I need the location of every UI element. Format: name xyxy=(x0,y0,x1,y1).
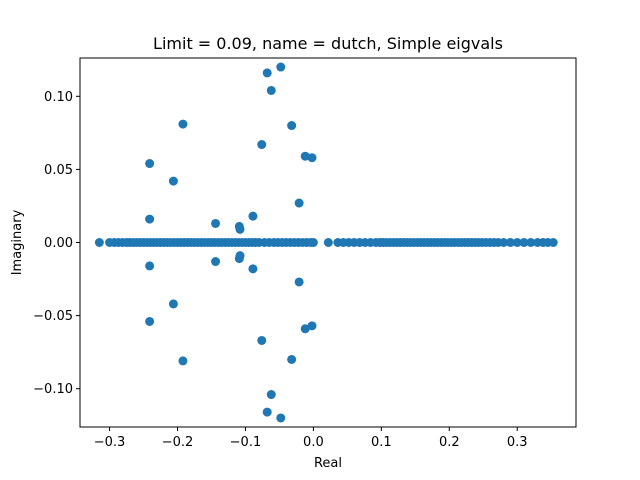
data-point xyxy=(266,85,276,95)
data-point xyxy=(262,68,272,78)
data-point xyxy=(323,238,333,247)
x-axis-ticks: −0.3 −0.2 −0.1 0.0 0.1 0.2 0.3 xyxy=(94,427,528,450)
x-tick-label: 0.2 xyxy=(439,435,460,450)
data-point xyxy=(499,238,509,247)
x-tick-label: −0.3 xyxy=(94,435,126,450)
data-point xyxy=(257,140,267,150)
x-axis-label: Real xyxy=(314,456,342,471)
data-point xyxy=(287,354,297,364)
data-point xyxy=(178,356,188,366)
x-tick-label: −0.1 xyxy=(230,435,262,450)
data-point xyxy=(145,261,155,271)
data-point xyxy=(211,218,221,228)
data-point xyxy=(526,238,536,247)
x-tick-label: 0.3 xyxy=(507,435,528,450)
data-point xyxy=(300,151,310,161)
data-point xyxy=(262,407,272,417)
data-point xyxy=(519,238,529,247)
data-point xyxy=(168,299,178,309)
data-point xyxy=(548,238,558,247)
data-point xyxy=(168,176,178,186)
data-point xyxy=(294,277,304,287)
data-point xyxy=(512,238,522,247)
data-point xyxy=(307,153,317,163)
y-axis-label: Imaginary xyxy=(10,209,25,275)
y-tick-label: 0.05 xyxy=(44,163,73,178)
y-tick-label: −0.05 xyxy=(33,309,73,324)
data-point xyxy=(308,238,318,247)
data-point xyxy=(211,257,221,267)
data-point xyxy=(235,251,245,261)
chart-title: Limit = 0.09, name = dutch, Simple eigva… xyxy=(153,34,503,53)
data-point xyxy=(145,214,155,224)
data-point xyxy=(307,321,317,331)
plot-area xyxy=(79,57,577,428)
data-point xyxy=(248,264,258,274)
data-point xyxy=(505,238,515,247)
data-point xyxy=(248,211,258,221)
data-point xyxy=(257,335,267,345)
y-tick-label: 0.00 xyxy=(44,236,73,251)
data-point xyxy=(266,390,276,400)
data-point xyxy=(178,119,188,129)
data-point xyxy=(145,159,155,169)
data-point xyxy=(145,316,155,326)
data-point xyxy=(94,238,104,247)
y-tick-label: 0.10 xyxy=(44,90,73,105)
data-point xyxy=(294,198,304,208)
data-point xyxy=(276,413,286,423)
data-point xyxy=(287,121,297,131)
data-point xyxy=(276,62,286,72)
x-tick-label: 0.0 xyxy=(303,435,324,450)
data-points xyxy=(94,62,558,423)
data-point xyxy=(235,224,245,234)
x-tick-label: 0.1 xyxy=(371,435,392,450)
y-tick-label: −0.10 xyxy=(33,382,73,397)
data-point xyxy=(300,324,310,334)
x-tick-label: −0.2 xyxy=(162,435,194,450)
y-axis-ticks: −0.10 −0.05 0.00 0.05 0.10 xyxy=(33,90,80,397)
